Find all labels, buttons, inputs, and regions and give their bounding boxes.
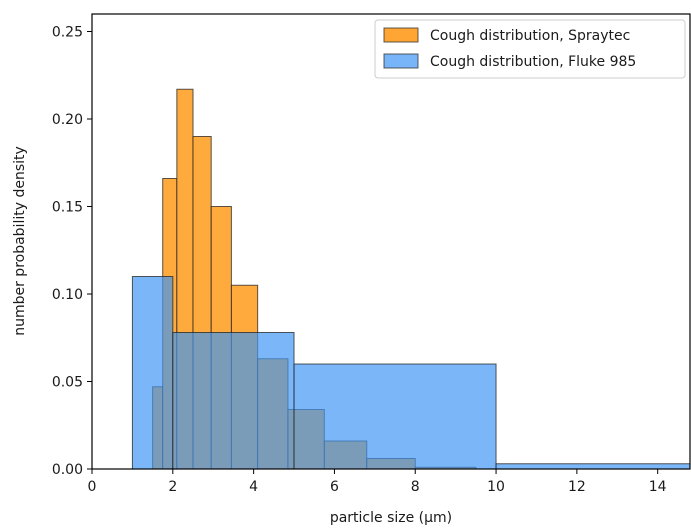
x-tick-label: 14 (649, 479, 667, 495)
y-tick-label: 0.20 (52, 112, 83, 128)
legend-label-fluke: Cough distribution, Fluke 985 (430, 54, 636, 70)
x-tick-label: 0 (88, 479, 97, 495)
y-axis: 0.00 0.05 0.10 0.15 0.20 0.25 (52, 25, 92, 478)
plot-frame (91, 13, 691, 470)
x-axis-label: particle size (μm) (330, 510, 452, 526)
y-tick-label: 0.00 (52, 462, 83, 478)
fluke-bar-3 (495, 463, 691, 470)
x-tick-label: 4 (249, 479, 258, 495)
legend-box (374, 19, 686, 79)
y-tick-label: 0.25 (52, 25, 83, 41)
x-tick-label: 10 (487, 479, 505, 495)
y-tick-label: 0.10 (52, 287, 83, 303)
legend-label-spraytec: Cough distribution, Spraytec (430, 28, 630, 44)
x-tick-label: 6 (330, 479, 339, 495)
fluke-bar-2 (293, 363, 497, 470)
x-tick-label: 8 (411, 479, 420, 495)
fluke-bar-0 (131, 276, 174, 470)
y-tick-label: 0.05 (52, 375, 83, 391)
x-tick-label: 2 (168, 479, 177, 495)
legend-swatch-fluke (383, 53, 419, 69)
fluke-bars (131, 276, 691, 470)
fluke-bar-1 (172, 332, 295, 470)
y-tick-label: 0.15 (52, 200, 83, 216)
y-axis-label: number probability density (12, 146, 28, 336)
x-tick-label: 12 (568, 479, 586, 495)
x-axis: 0 2 4 6 8 10 12 14 (88, 469, 667, 495)
legend-swatch-spraytec (383, 27, 419, 43)
legend: Cough distribution, Spraytec Cough distr… (374, 19, 686, 79)
